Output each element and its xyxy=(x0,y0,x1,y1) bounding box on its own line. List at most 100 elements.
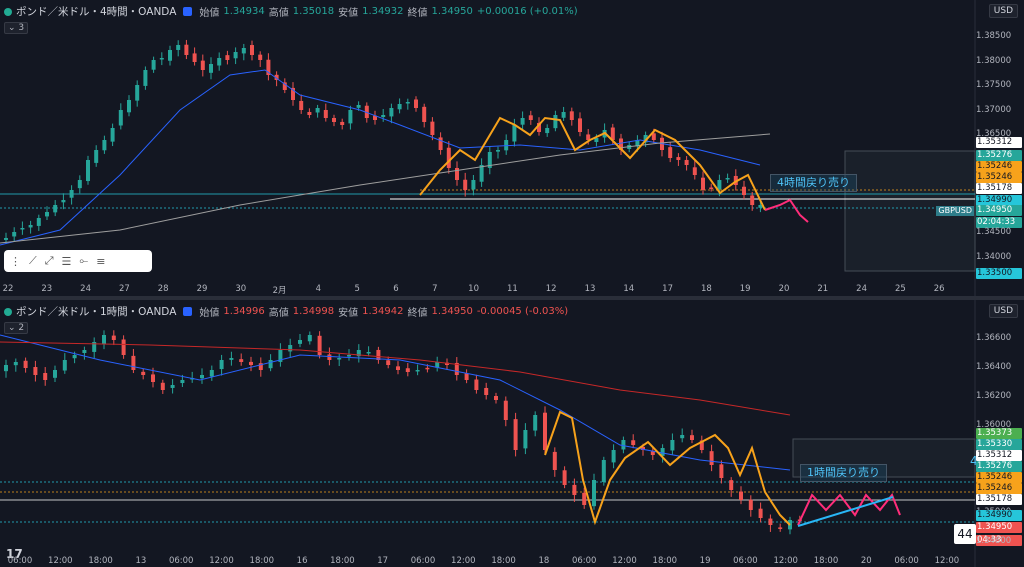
candle xyxy=(528,115,533,120)
candle xyxy=(479,165,484,182)
candle xyxy=(53,370,57,378)
pane-separator[interactable] xyxy=(0,296,1024,300)
price-tag: 1.35246 xyxy=(976,472,1022,483)
candle xyxy=(405,102,410,104)
candle xyxy=(94,150,99,163)
chart-canvas-4h[interactable] xyxy=(0,0,1024,296)
candle xyxy=(110,128,115,142)
high-value: 1.34998 xyxy=(292,306,335,317)
time-tick: 12:00 xyxy=(451,556,476,566)
candle xyxy=(445,362,449,365)
candle xyxy=(635,140,640,147)
indicator-toggle[interactable]: ⌄ 2 xyxy=(4,322,29,334)
currency-selector[interactable]: USD xyxy=(988,304,1018,318)
candle xyxy=(676,157,681,160)
candle xyxy=(307,111,312,115)
projection-pink xyxy=(764,198,809,223)
time-tick: 24 xyxy=(80,284,92,294)
low-value: 1.34942 xyxy=(362,306,404,317)
indicator-toggle[interactable]: ⌄ 3 xyxy=(4,22,29,34)
time-tick: 13 xyxy=(584,284,596,294)
price-tag: 1.35246 xyxy=(976,161,1022,172)
drag-handle-icon[interactable]: ⋮ xyxy=(10,254,21,268)
candle xyxy=(347,355,351,357)
bar-count-badge: 44 xyxy=(954,524,976,544)
legend-4h: ポンド／米ドル・4時間・OANDA 始値 1.34934 高値 1.35018 安値… xyxy=(4,4,578,19)
open-label: 始値 xyxy=(199,308,220,319)
candle xyxy=(111,335,116,340)
candle xyxy=(471,180,476,190)
currency-selector[interactable]: USD xyxy=(988,4,1018,18)
close-value: 1.34950 xyxy=(431,306,473,317)
market-status-icon xyxy=(183,307,193,316)
time-tick: 18:00 xyxy=(330,556,355,566)
candle xyxy=(512,125,517,142)
candle xyxy=(225,55,230,60)
time-tick: 5 xyxy=(354,284,360,294)
candle xyxy=(241,48,246,54)
candle xyxy=(592,480,596,507)
candle xyxy=(72,355,77,359)
time-tick: 18:00 xyxy=(813,556,839,566)
chart-pane-1h[interactable]: ポンド／米ドル・1時間・OANDA 始値 1.34996 高値 1.34998 安値… xyxy=(0,300,1024,567)
horizontal-ray-icon[interactable]: ⟜ xyxy=(79,254,89,267)
candle xyxy=(332,117,336,122)
candle xyxy=(578,118,582,132)
ticker-tag: GBPUSD xyxy=(936,206,974,216)
candle xyxy=(414,99,418,108)
candle xyxy=(53,205,58,213)
time-tick: 26 xyxy=(933,284,945,294)
chart-canvas-1h[interactable] xyxy=(0,300,1024,567)
drawing-toolbar[interactable]: ⋮ ⟋ ⤢ ☰ ⟜ ≡ xyxy=(4,250,152,272)
candle xyxy=(376,349,381,360)
candle xyxy=(494,396,498,400)
candle xyxy=(621,440,626,450)
time-tick: 27 xyxy=(118,284,130,294)
candle xyxy=(742,186,746,195)
candle xyxy=(209,64,213,73)
candle xyxy=(151,374,155,382)
tradingview-logo[interactable]: 17 xyxy=(6,547,23,561)
candle xyxy=(327,354,332,360)
candle xyxy=(141,371,146,375)
candle xyxy=(160,382,165,390)
time-tick: 12 xyxy=(545,284,557,294)
time-tick: 28 xyxy=(157,284,169,294)
candle xyxy=(397,104,402,110)
candle xyxy=(288,345,293,352)
candle xyxy=(533,415,538,431)
candle xyxy=(356,105,361,108)
time-tick: 30 xyxy=(235,284,247,294)
ray-icon[interactable]: ⤢ xyxy=(44,254,54,267)
symbol-title[interactable]: ポンド／米ドル・4時間・OANDA xyxy=(16,6,177,18)
candle xyxy=(610,127,615,140)
price-tick: 1.36400 xyxy=(976,362,1012,372)
trendline-icon[interactable]: ⟋ xyxy=(29,254,37,267)
price-tick: 1.34500 xyxy=(976,227,1012,237)
time-tick: 18:00 xyxy=(88,556,113,566)
sell-zone-label-4h: 4時間戻り売り xyxy=(770,174,857,192)
candle xyxy=(274,74,279,80)
high-label: 高値 xyxy=(268,8,289,19)
candle xyxy=(537,122,541,132)
candle xyxy=(170,385,175,388)
candle xyxy=(77,180,82,189)
fib-icon[interactable]: ☰ xyxy=(61,254,72,268)
candle xyxy=(200,60,205,70)
sell-zone-box xyxy=(792,438,976,478)
candle xyxy=(631,440,636,445)
symbol-title[interactable]: ポンド／米ドル・1時間・OANDA xyxy=(16,306,177,318)
candle xyxy=(553,115,558,129)
chart-pane-4h[interactable]: ポンド／米ドル・4時間・OANDA 始値 1.34934 高値 1.35018 安値… xyxy=(0,0,1024,296)
time-tick: 13 xyxy=(135,556,147,566)
candle xyxy=(569,111,574,120)
candle xyxy=(778,527,783,529)
lines-icon[interactable]: ≡ xyxy=(96,254,106,268)
candle xyxy=(61,200,66,203)
candle xyxy=(82,350,87,354)
candle xyxy=(454,362,459,375)
candle xyxy=(176,45,181,50)
time-tick: 14 xyxy=(623,284,635,294)
high-label: 高値 xyxy=(268,308,289,319)
price-tag: 1.34950 xyxy=(976,522,1022,533)
